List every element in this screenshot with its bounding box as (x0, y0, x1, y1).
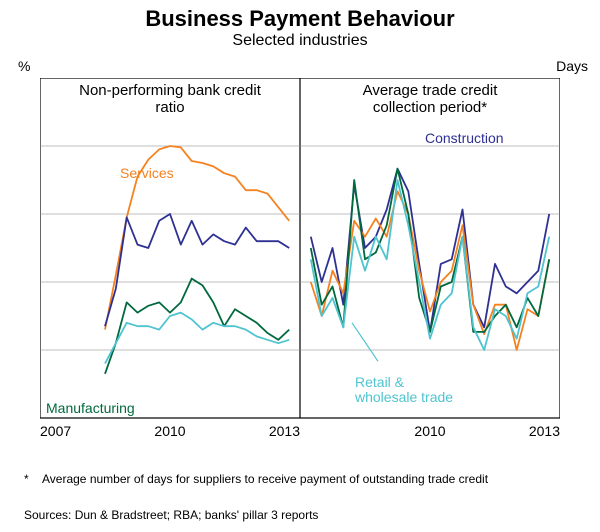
svg-text:2007: 2007 (40, 423, 71, 439)
chart-container: Business Payment Behaviour Selected indu… (0, 0, 600, 532)
label-retail: Retail & wholesale trade (355, 375, 453, 406)
chart-title: Business Payment Behaviour (0, 6, 600, 32)
right-panel-title-text: Average trade credit collection period* (363, 82, 498, 116)
svg-text:2013: 2013 (269, 423, 300, 439)
right-panel-title: Average trade credit collection period* (300, 82, 560, 117)
label-construction: Construction (425, 130, 504, 146)
label-services: Services (120, 165, 174, 181)
left-panel-title: Non-performing bank credit ratio (40, 82, 300, 117)
left-y-unit: % (18, 58, 30, 74)
footnote-marker: * (24, 472, 42, 488)
footnote: *Average number of days for suppliers to… (24, 472, 580, 488)
chart-subtitle: Selected industries (0, 32, 600, 50)
sources: Sources: Dun & Bradstreet; RBA; banks' p… (24, 508, 318, 522)
svg-text:2010: 2010 (414, 423, 445, 439)
right-y-unit: Days (556, 58, 588, 74)
label-manufacturing: Manufacturing (46, 400, 135, 416)
label-retail-text: Retail & wholesale trade (355, 374, 453, 405)
svg-text:2010: 2010 (154, 423, 185, 439)
left-panel-title-text: Non-performing bank credit ratio (79, 82, 261, 116)
footnote-text: Average number of days for suppliers to … (42, 472, 572, 488)
svg-text:2013: 2013 (529, 423, 560, 439)
